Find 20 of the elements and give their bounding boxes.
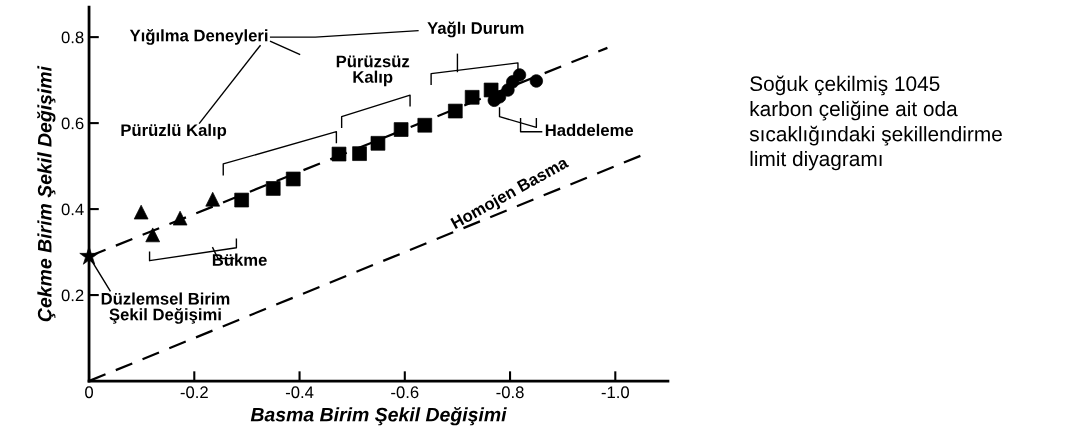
annotation: Pürüzsüz Kalıp: [336, 55, 410, 87]
x-tick-label: -0.6: [391, 386, 419, 399]
x-tick-label: 0: [85, 386, 94, 399]
y-tick-label: 0.4: [61, 203, 84, 216]
y-tick-label: 0.6: [61, 117, 84, 130]
annotation: Bükme: [212, 253, 267, 266]
x-tick-label: -0.8: [496, 386, 524, 399]
y-tick-label: 0.8: [61, 31, 84, 44]
annotation: Yağlı Durum: [427, 21, 524, 38]
x-tick-label: -0.2: [180, 386, 208, 399]
annotation: Yığılma Deneyleri: [129, 29, 268, 45]
x-tick-label: -0.4: [285, 386, 314, 399]
y-axis-title: Çekme Birim Şekil Değişimi: [37, 65, 56, 322]
text: Soğuk çekilmiş 1045 karbon çeliğine ait oda sıcaklığındaki şekillendirme limit diyagramı: [749, 75, 1002, 171]
x-tick-label: -1.0: [601, 386, 630, 399]
annotation: Düzlemsel Birim Şekil Değişimi: [101, 292, 230, 324]
y-tick-label: 0.2: [61, 289, 84, 302]
annotation: Pürüzlü Kalıp: [121, 123, 227, 140]
x-axis-title: Basma Birim Şekil Değişimi: [250, 407, 507, 426]
annotation: Haddeleme: [545, 123, 634, 137]
